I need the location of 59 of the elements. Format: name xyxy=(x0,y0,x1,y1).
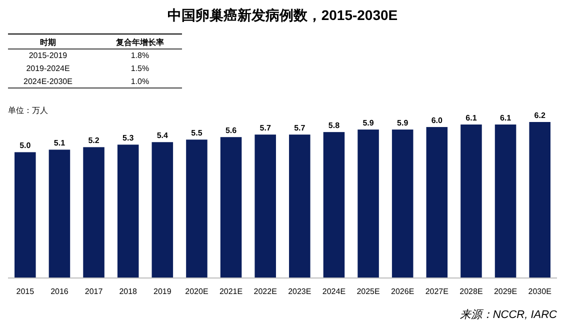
text: 时期 xyxy=(40,38,56,47)
source-note: 来源：NCCR, IARC xyxy=(460,308,558,321)
bar xyxy=(117,144,139,278)
y-axis-title: 单位：万人 xyxy=(8,106,48,115)
bar xyxy=(358,130,379,278)
bar xyxy=(48,150,70,278)
data-label: 5.3 xyxy=(122,134,134,143)
data-label: 5.0 xyxy=(20,141,32,150)
data-label: 5.8 xyxy=(328,121,340,130)
x-tick-label: 2028E xyxy=(460,287,483,296)
bar xyxy=(529,122,550,278)
bar xyxy=(460,124,482,278)
data-label: 5.7 xyxy=(294,124,306,133)
text: 复合年增长率 xyxy=(115,37,164,47)
bar xyxy=(83,147,104,278)
data-label: 6.1 xyxy=(466,114,478,123)
text: 2015-2019 xyxy=(28,51,68,60)
data-label: 6.2 xyxy=(534,111,546,120)
text: 1.0% xyxy=(130,77,150,86)
x-tick-label: 2016 xyxy=(50,287,69,296)
bar xyxy=(323,132,345,278)
x-tick-label: 2024E xyxy=(322,287,346,296)
text: 2024E-2030E xyxy=(24,77,72,86)
x-tick-label: 2020E xyxy=(185,287,208,296)
text: 1.5% xyxy=(130,64,150,73)
text: 2019-2024E xyxy=(26,64,70,73)
bar xyxy=(220,137,242,278)
data-label: 5.6 xyxy=(225,126,238,136)
bar xyxy=(254,134,276,278)
data-label: 5.4 xyxy=(156,131,169,140)
data-label: 5.1 xyxy=(54,138,66,148)
x-tick-label: 2015 xyxy=(16,287,35,296)
x-tick-label: 2030E xyxy=(528,287,552,296)
x-tick-label: 2027E xyxy=(425,287,448,296)
bar xyxy=(152,142,174,278)
x-tick-label: 2018 xyxy=(119,287,138,296)
x-tick-label: 2019 xyxy=(154,287,172,296)
x-tick-label: 2023E xyxy=(288,287,312,296)
chart-title: 中国卵巢癌新发病例数，2015-2030E xyxy=(167,7,398,23)
data-label: 6.0 xyxy=(431,116,444,126)
data-label: 5.9 xyxy=(362,118,374,128)
bar xyxy=(494,124,516,278)
data-label: 5.9 xyxy=(397,118,409,128)
text: 1.8% xyxy=(130,51,150,60)
x-tick-label: 2017 xyxy=(84,287,104,296)
data-label: 5.5 xyxy=(191,128,203,138)
x-tick-label: 2026E xyxy=(391,287,414,296)
bar xyxy=(392,130,414,278)
bar xyxy=(14,152,36,278)
x-tick-label: 2022E xyxy=(254,287,277,296)
bar xyxy=(289,134,310,278)
data-label: 5.7 xyxy=(260,124,272,133)
bar xyxy=(426,127,448,278)
bar xyxy=(186,140,208,278)
x-tick-label: 2029E xyxy=(494,287,518,296)
data-label: 5.2 xyxy=(88,136,100,146)
x-tick-label: 2021E xyxy=(219,287,243,296)
data-label: 6.1 xyxy=(500,114,512,123)
x-tick-label: 2025E xyxy=(356,287,380,296)
